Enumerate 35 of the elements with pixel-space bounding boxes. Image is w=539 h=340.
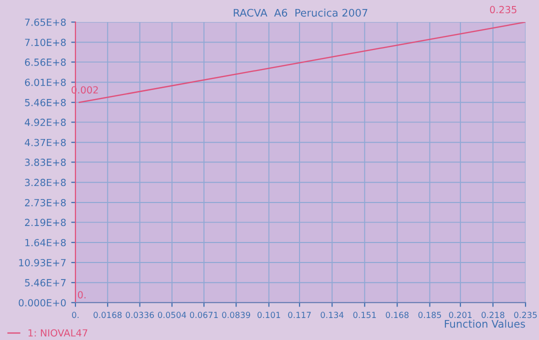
y-tick-label: 3.28E+8 bbox=[25, 178, 66, 186]
y-tick-label: 1.64E+8 bbox=[25, 238, 66, 246]
y-tick-label: 0.000E+0 bbox=[18, 299, 66, 306]
x-tick-label: 0.0671 bbox=[190, 312, 218, 318]
x-tick-label: 0.117 bbox=[288, 312, 311, 318]
x-tick-label: 0.0168 bbox=[94, 312, 122, 318]
x-tick-label: 0.151 bbox=[353, 312, 376, 318]
x-tick-label: 0.0504 bbox=[158, 312, 186, 318]
x-tick-label: 0.201 bbox=[449, 312, 472, 318]
y-tick-label: 7.65E+8 bbox=[25, 18, 66, 26]
x-tick-label: 0.134 bbox=[320, 312, 344, 318]
x-axis-title: Function Values bbox=[444, 320, 526, 328]
chart-title: RACVA A6 Perucica 2007 bbox=[234, 8, 368, 17]
y-tick-label: 6.56E+8 bbox=[24, 58, 66, 66]
x-tick-label: 0.218 bbox=[482, 312, 504, 318]
x-tick-label: 0.0336 bbox=[126, 312, 154, 318]
x-tick-label: 0.0839 bbox=[222, 312, 250, 318]
y-tick-label: 10.93E+7 bbox=[19, 259, 66, 266]
x-tick-label: 0.168 bbox=[386, 312, 409, 318]
y-tick-label: 7.10E+8 bbox=[25, 38, 66, 46]
y-tick-label: 6.01E+8 bbox=[24, 78, 66, 86]
x-tick-label: 0.185 bbox=[418, 312, 441, 318]
x-tick-label: 0.235 bbox=[514, 312, 537, 318]
annotation: 0. bbox=[78, 291, 86, 298]
y-tick-label: 4.37E+8 bbox=[24, 138, 66, 146]
y-tick-label: 4.92E+8 bbox=[24, 118, 66, 126]
y-tick-label: 2.73E+8 bbox=[25, 198, 66, 206]
x-tick-label: 0.101 bbox=[258, 312, 280, 318]
legend-label: 1: NIOVAL47 bbox=[28, 329, 88, 337]
x-tick-label: 0. bbox=[72, 312, 79, 318]
y-tick-label: 3.83E+8 bbox=[25, 158, 66, 166]
y-tick-label: 2.19E+8 bbox=[25, 218, 66, 226]
annotation: 0.235 bbox=[490, 6, 516, 14]
y-tick-label: 5.46E+8 bbox=[25, 98, 66, 106]
y-tick-label: 5.46E+7 bbox=[25, 279, 66, 286]
